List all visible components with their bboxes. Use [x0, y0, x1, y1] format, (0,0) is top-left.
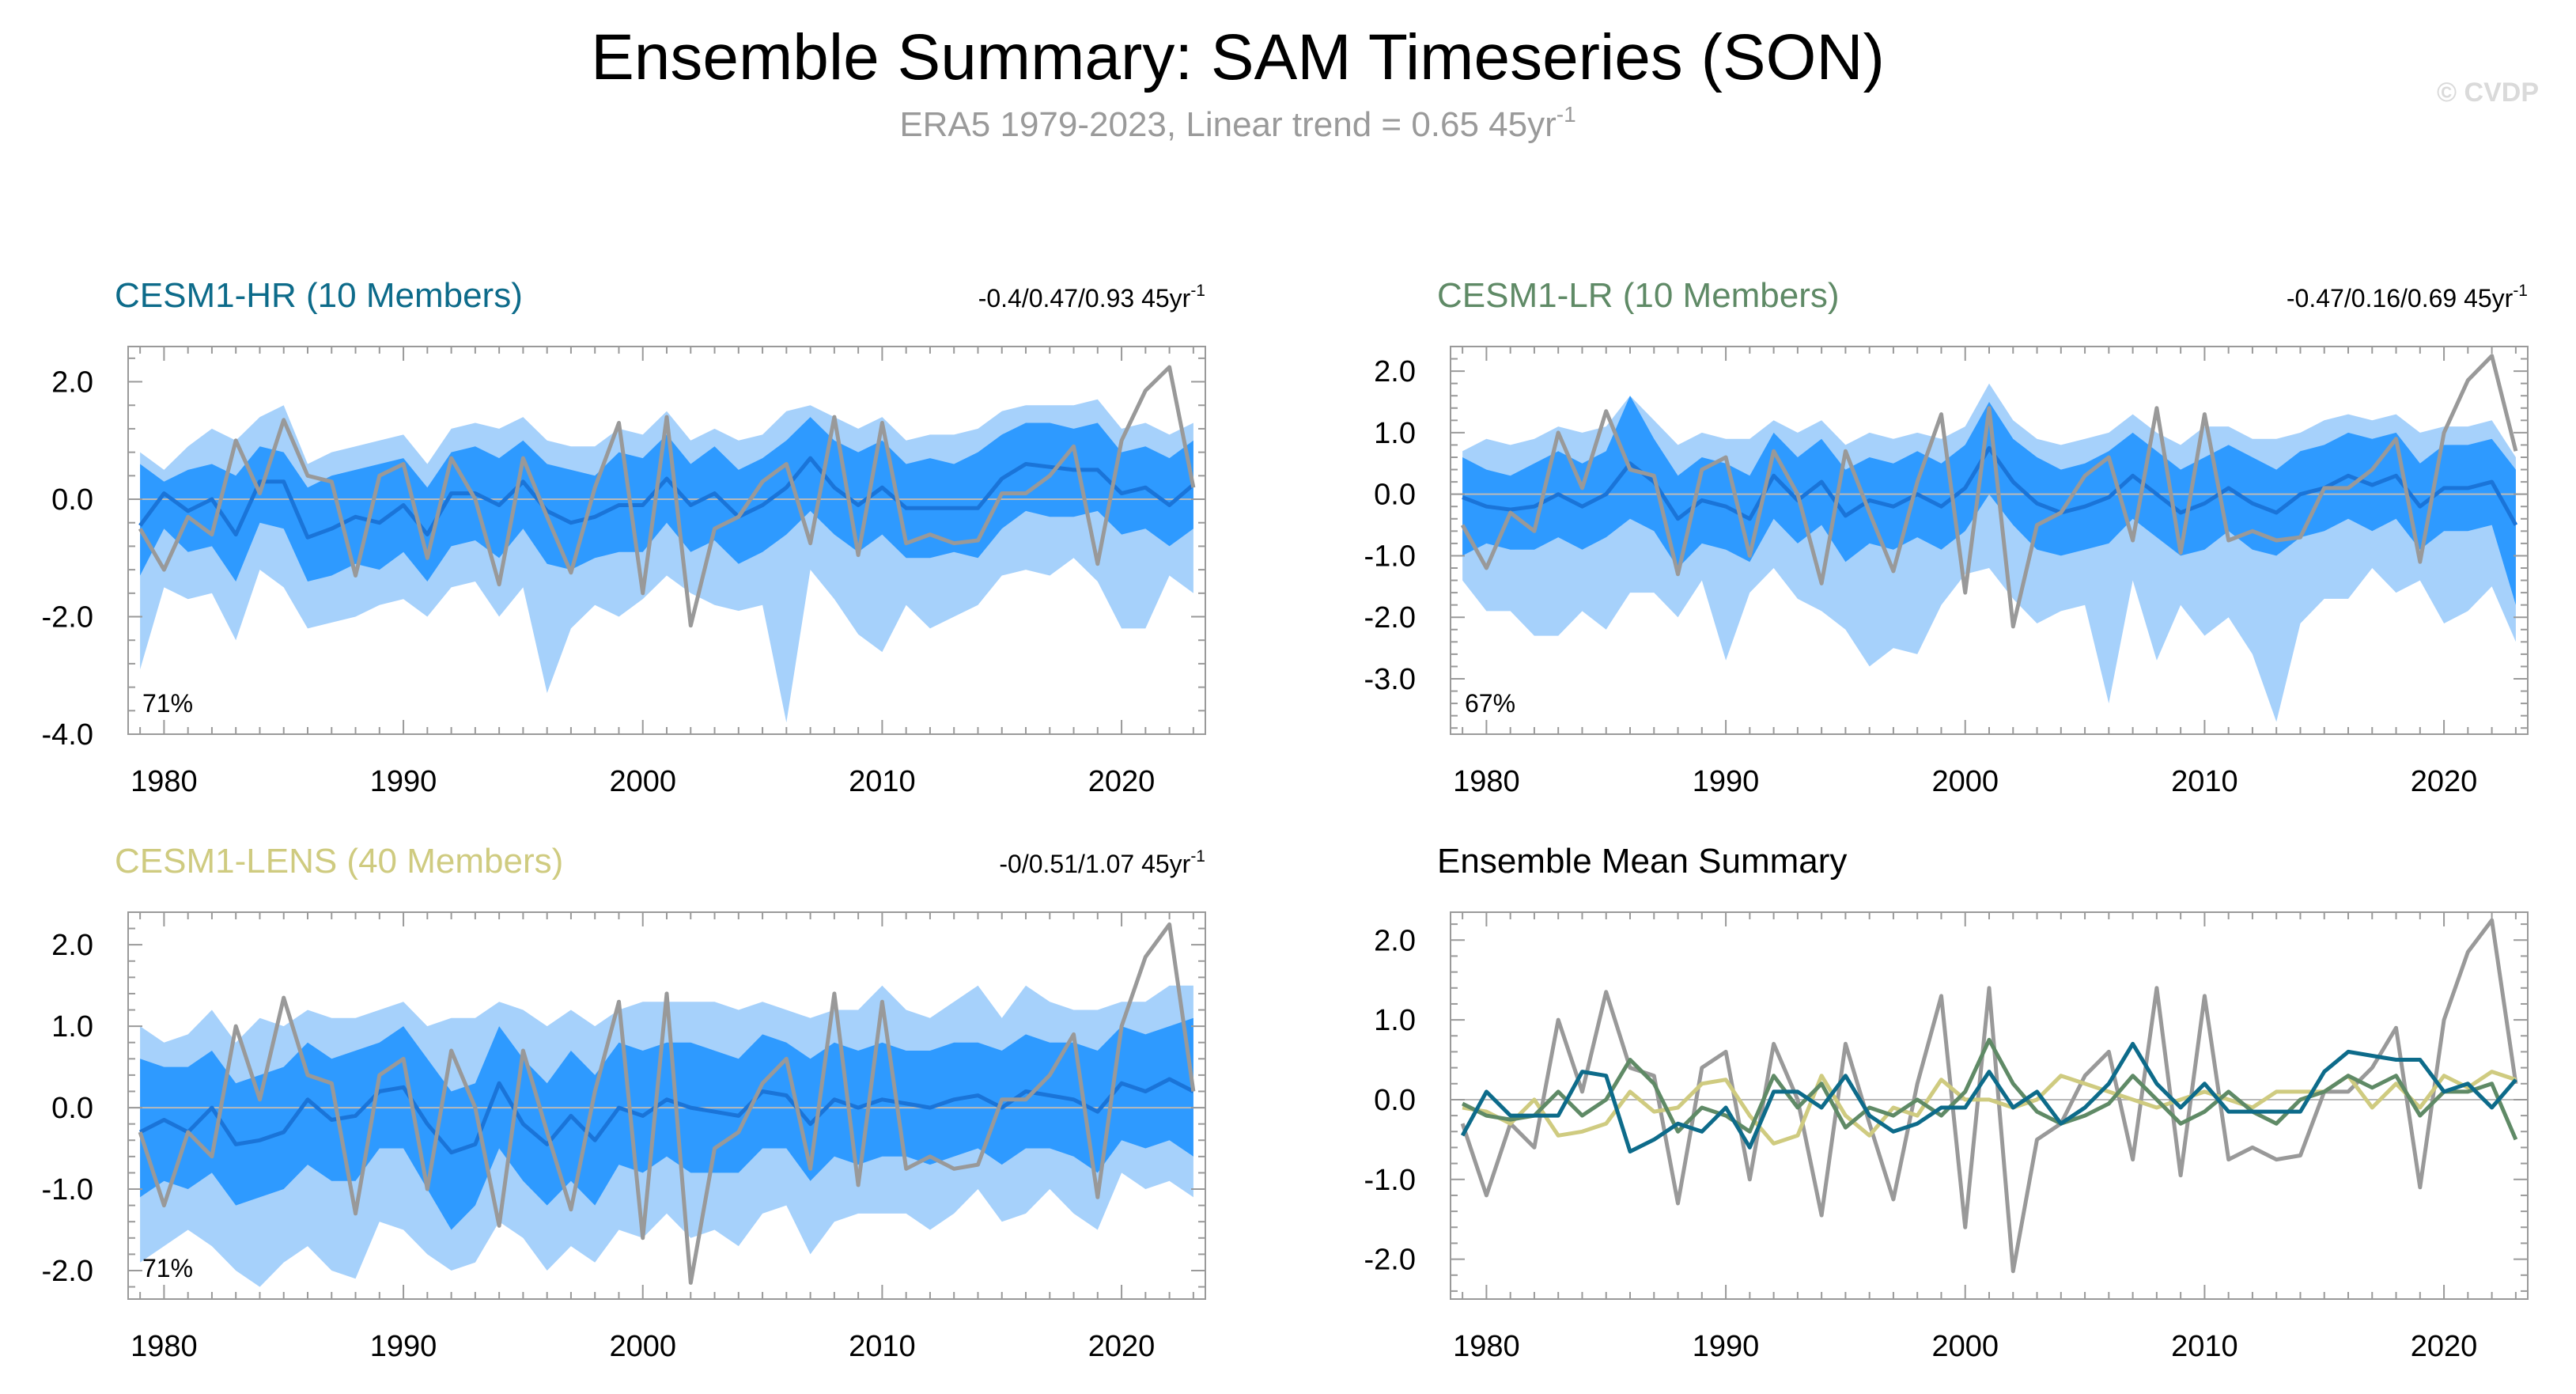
- x-tick-label: 1990: [370, 765, 437, 798]
- percent-label-lens: 71%: [142, 1254, 193, 1282]
- observed-line-hr: [138, 365, 1196, 628]
- observed-line-lens: [138, 922, 1196, 1285]
- x-tick-label: 2010: [2171, 1330, 2238, 1363]
- trend-label-lens: -0/0.51/1.07 45yr-1: [999, 847, 1205, 878]
- y-tick-label: 0.0: [1374, 479, 1416, 512]
- plot-area-lr: [1451, 354, 2528, 722]
- x-tick-label: 2000: [1931, 765, 1999, 798]
- x-tick-label: 2000: [609, 765, 676, 798]
- trend-text: -0.47/0.16/0.69 45yr: [2287, 284, 2514, 313]
- plot-area-hr: [128, 365, 1205, 723]
- subtitle-superscript: -1: [1557, 102, 1576, 127]
- y-tick-label: 1.0: [51, 1010, 93, 1044]
- y-tick-label: 0.0: [51, 1092, 93, 1125]
- main-title: Ensemble Summary: SAM Timeseries (SON): [591, 21, 1885, 93]
- plot-area-lens: [128, 922, 1205, 1287]
- x-tick-label: 1980: [131, 765, 198, 798]
- series-line-cesm1-lr: [1461, 1037, 2518, 1141]
- percent-label-hr: 71%: [142, 689, 193, 718]
- y-tick-label: -1.0: [1364, 540, 1416, 573]
- panel-title-lens: CESM1-LENS (40 Members): [115, 842, 563, 881]
- y-tick-label: -4.0: [42, 718, 93, 752]
- plot-area-summary: [1451, 918, 2528, 1274]
- y-tick-label: -1.0: [1364, 1164, 1416, 1197]
- x-tick-label: 1980: [1453, 765, 1520, 798]
- y-tick-label: -2.0: [1364, 1244, 1416, 1277]
- y-tick-label: -2.0: [1364, 601, 1416, 634]
- trend-superscript: -1: [1190, 282, 1205, 300]
- x-tick-label: 2010: [849, 1330, 916, 1363]
- panel-lr: CESM1-LR (10 Members) -0.47/0.16/0.69 45y…: [1364, 276, 2529, 798]
- observed-line-lr: [1460, 354, 2518, 629]
- percent-label-lr: 67%: [1465, 689, 1515, 718]
- panel-title-lr: CESM1-LR (10 Members): [1437, 276, 1840, 315]
- y-tick-label: -2.0: [42, 1255, 93, 1288]
- x-tick-label: 2000: [1931, 1330, 1999, 1363]
- inner-band-lr: [1462, 396, 2516, 605]
- trend-label-hr: -0.4/0.47/0.93 45yr-1: [978, 282, 1205, 313]
- ensemble-mean-line-hr: [138, 456, 1195, 540]
- x-tick-label: 2020: [1088, 765, 1156, 798]
- series-line-cesm1-hr: [1460, 1041, 2517, 1153]
- x-tick-label: 2010: [2171, 765, 2238, 798]
- x-tick-label: 1990: [1693, 765, 1760, 798]
- watermark: © CVDP: [2437, 78, 2539, 108]
- panel-summary: Ensemble Mean Summary 1980 1990 2000 2010 202…: [1364, 842, 2529, 1363]
- y-tick-label: -2.0: [42, 601, 93, 634]
- y-tick-label: 0.0: [1374, 1084, 1416, 1117]
- panel-title-summary: Ensemble Mean Summary: [1437, 842, 1847, 881]
- y-tick-label: -3.0: [1364, 663, 1416, 696]
- trend-superscript: -1: [1190, 847, 1205, 866]
- panel-hr: CESM1-HR (10 Members) -0.4/0.47/0.93 45yr…: [42, 276, 1206, 798]
- x-tick-label: 1990: [370, 1330, 437, 1363]
- panel-title-hr: CESM1-HR (10 Members): [115, 276, 523, 315]
- x-tick-label: 2020: [2411, 1330, 2478, 1363]
- x-tick-label: 2020: [1088, 1330, 1156, 1363]
- y-tick-label: 2.0: [1374, 355, 1416, 388]
- x-tick-label: 2010: [849, 765, 916, 798]
- y-tick-label: 1.0: [1374, 417, 1416, 450]
- inner-band-lens: [140, 1017, 1193, 1230]
- panel-lens: CESM1-LENS (40 Members) -0/0.51/1.07 45yr…: [42, 842, 1206, 1363]
- y-tick-label: 1.0: [1374, 1004, 1416, 1037]
- trend-text: -0.4/0.47/0.93 45yr: [978, 284, 1191, 313]
- trend-label-lr: -0.47/0.16/0.69 45yr-1: [2287, 282, 2528, 313]
- ensemble-mean-line-lr: [1462, 445, 2518, 526]
- subtitle-text: ERA5 1979-2023, Linear trend = 0.65 45yr: [899, 105, 1556, 144]
- x-tick-label: 1980: [131, 1330, 198, 1363]
- x-tick-label: 1990: [1693, 1330, 1760, 1363]
- y-tick-label: 0.0: [51, 483, 93, 517]
- panels: CESM1-HR (10 Members) -0.4/0.47/0.93 45yr…: [42, 276, 2529, 1363]
- x-tick-label: 2020: [2411, 765, 2478, 798]
- y-tick-label: 2.0: [51, 366, 93, 400]
- subtitle: ERA5 1979-2023, Linear trend = 0.65 45yr…: [899, 102, 1575, 144]
- plot-frame-summary: [1450, 911, 2529, 1300]
- x-tick-label: 2000: [609, 1330, 676, 1363]
- trend-text: -0/0.51/1.07 45yr: [999, 850, 1190, 878]
- trend-superscript: -1: [2513, 282, 2528, 300]
- y-tick-label: -1.0: [42, 1173, 93, 1206]
- ensemble-mean-line-lens: [138, 1077, 1195, 1155]
- series-line-era5: [1460, 918, 2518, 1274]
- y-tick-label: 2.0: [51, 929, 93, 962]
- x-tick-label: 1980: [1453, 1330, 1520, 1363]
- y-tick-label: 2.0: [1374, 924, 1416, 957]
